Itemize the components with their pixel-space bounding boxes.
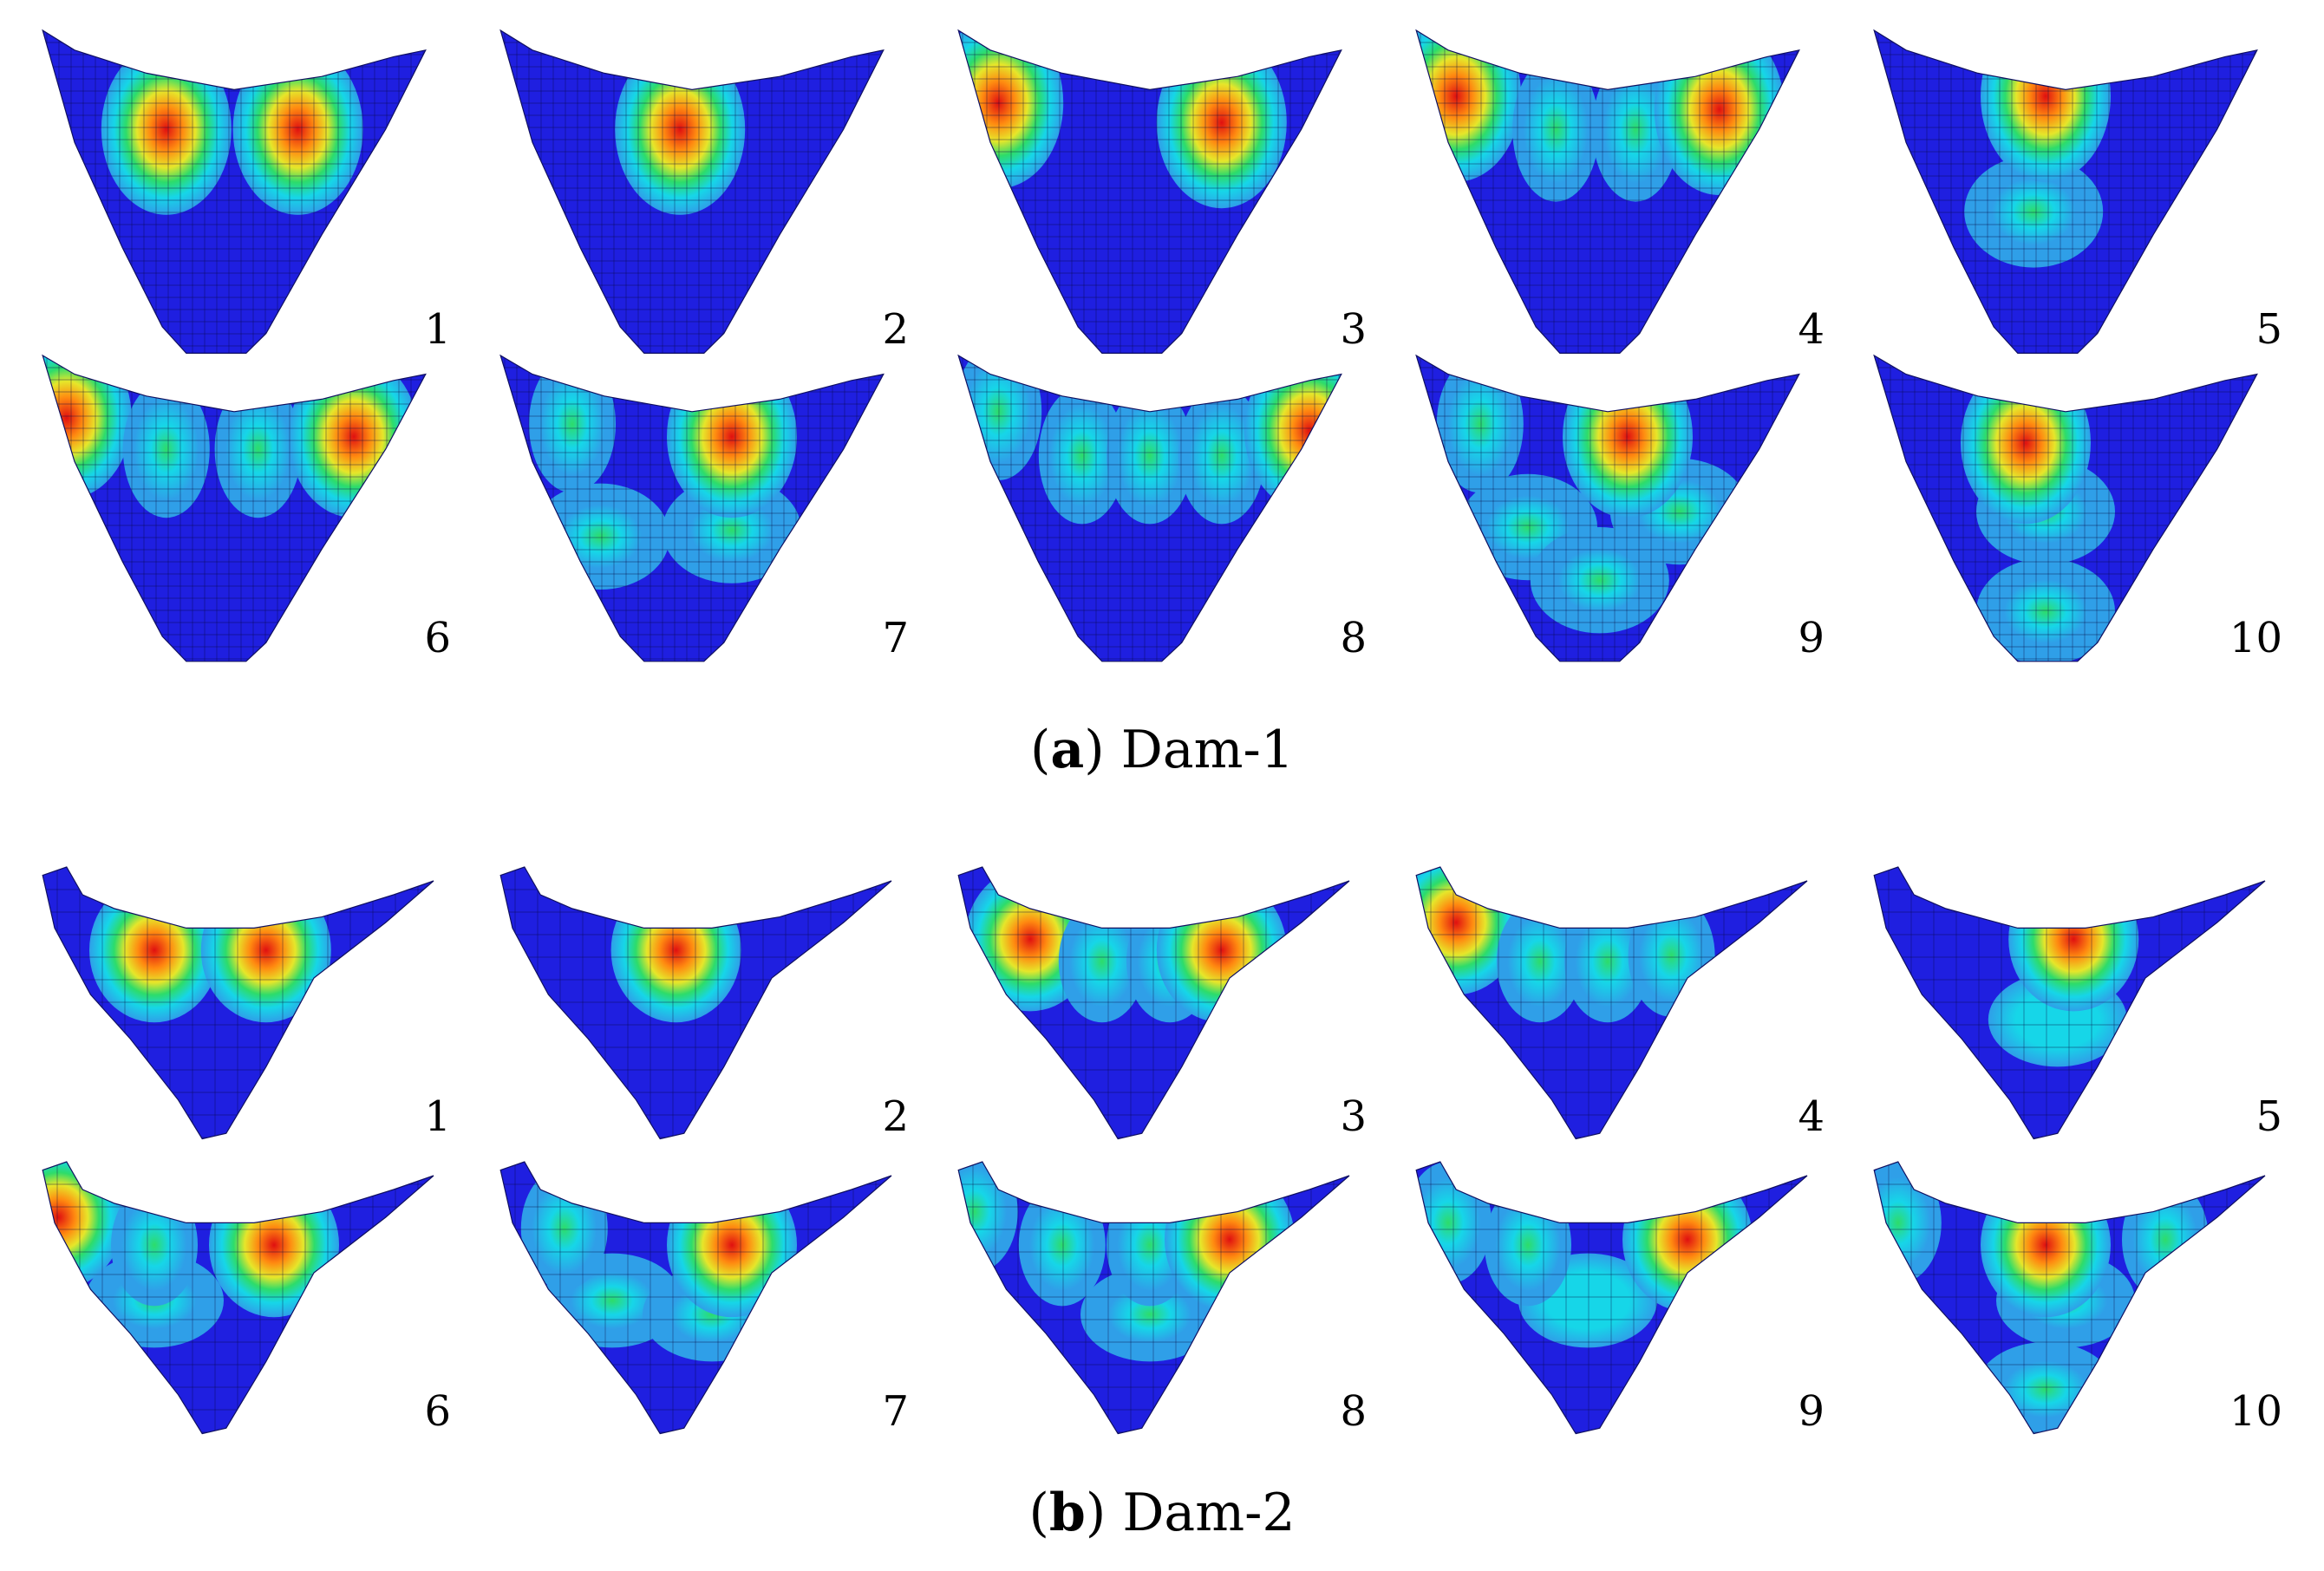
caption-dam2: (b) Dam-2 (1028, 1483, 1296, 1543)
contour-region (615, 43, 746, 215)
contour-region (610, 877, 741, 1023)
contour-region (209, 1172, 339, 1318)
contour-region (1628, 895, 1715, 1017)
contour-region (1530, 527, 1669, 634)
mode-number-label: 5 (2255, 305, 2282, 354)
mode-shape-panel: 1 (42, 866, 451, 1141)
mode-shape-panel: 10 (1873, 1161, 2282, 1436)
contour-region (958, 30, 1064, 189)
mode-shape-panel: 1 (42, 29, 451, 354)
contour-region (101, 43, 232, 215)
contour-region (1964, 155, 2104, 268)
contour-region (1416, 30, 1522, 182)
contour-region (520, 1167, 608, 1290)
caption-letter: a (1050, 720, 1085, 780)
contour-region (42, 355, 132, 499)
contour-region (958, 1162, 1018, 1273)
mode-number-label: 8 (1340, 1387, 1367, 1436)
mode-number-label: 6 (424, 614, 451, 662)
mode-number-label: 1 (424, 1092, 451, 1141)
contour-region (1976, 1342, 2115, 1434)
contour-region (667, 1172, 797, 1318)
contour-region (89, 877, 219, 1023)
mode-shape-panel: 7 (499, 1161, 909, 1436)
mode-number-label: 10 (2229, 1387, 2282, 1436)
mode-number-label: 9 (1798, 614, 1825, 662)
contour-region (1654, 30, 1785, 195)
mode-number-label: 8 (1340, 614, 1367, 662)
mode-shape-panel: 9 (1415, 1161, 1825, 1436)
contour-region (214, 380, 302, 518)
mode-number-label: 9 (1798, 1387, 1825, 1436)
contour-region (2122, 1178, 2209, 1300)
contour-region (232, 43, 363, 215)
mode-shape-panel: 4 (1415, 29, 1825, 354)
contour-region (1038, 387, 1126, 525)
contour-region (1165, 1167, 1295, 1312)
contour-region (111, 1183, 198, 1307)
mode-number-label: 10 (2229, 614, 2282, 662)
caption-text: Dam-1 (1120, 720, 1294, 780)
contour-region (1018, 1183, 1106, 1307)
contour-region (958, 355, 1042, 480)
contour-region (529, 355, 616, 493)
caption-letter: b (1048, 1483, 1086, 1543)
contour-region (531, 483, 670, 590)
contour-region (1563, 355, 1693, 518)
contour-region (200, 877, 331, 1023)
contour-region (1416, 1162, 1492, 1284)
contour-region (2008, 867, 2139, 1012)
contour-region (1496, 900, 1583, 1023)
mode-shape-panel: 8 (957, 354, 1367, 662)
contour-region (122, 380, 210, 518)
contour-region (1436, 355, 1524, 493)
contour-region (1622, 1167, 1753, 1312)
contour-region (1981, 30, 2111, 182)
contour-region (1874, 1162, 1942, 1284)
mode-number-label: 6 (424, 1387, 451, 1436)
contour-region (1512, 56, 1600, 202)
mode-number-label: 2 (882, 305, 909, 354)
mode-shape-panel: 8 (957, 1161, 1367, 1436)
contour-region (1981, 1172, 2111, 1318)
mode-number-label: 3 (1340, 1092, 1367, 1141)
mode-shape-panel: 6 (42, 1161, 451, 1436)
mode-shape-panel: 4 (1415, 866, 1825, 1141)
mode-shape-panel: 3 (957, 866, 1367, 1141)
mode-shape-panel: 10 (1873, 354, 2282, 662)
contour-region (1244, 355, 1342, 512)
mode-number-label: 5 (2255, 1092, 2282, 1141)
mode-shape-panel: 2 (499, 29, 909, 354)
mode-shape-panel: 7 (499, 354, 909, 662)
caption-text: Dam-2 (1122, 1483, 1296, 1543)
contour-region (1107, 387, 1193, 525)
contour-region (1058, 900, 1146, 1023)
contour-region (1156, 36, 1287, 209)
mode-shape-panel: 2 (499, 866, 909, 1141)
mode-number-label: 2 (882, 1092, 909, 1141)
contour-region (667, 355, 797, 518)
contour-region (1485, 1183, 1571, 1307)
mode-number-label: 4 (1798, 1092, 1825, 1141)
mode-shape-panel: 9 (1415, 354, 1825, 662)
mode-number-label: 7 (882, 1387, 909, 1436)
mode-number-label: 7 (882, 614, 909, 662)
contour-region (1178, 387, 1265, 525)
contour-region (1961, 362, 2091, 525)
contour-region (1976, 558, 2115, 662)
mode-number-label: 1 (424, 305, 451, 354)
mode-number-label: 3 (1340, 305, 1367, 354)
mode-shape-panel: 5 (1873, 29, 2282, 354)
mode-shape-panel: 5 (1873, 866, 2282, 1141)
caption-dam1: (a) Dam-1 (1029, 720, 1294, 780)
contour-region (1564, 900, 1651, 1023)
mode-shape-panel: 3 (957, 29, 1367, 354)
mode-number-label: 4 (1798, 305, 1825, 354)
mode-shape-panel: 6 (42, 354, 451, 662)
